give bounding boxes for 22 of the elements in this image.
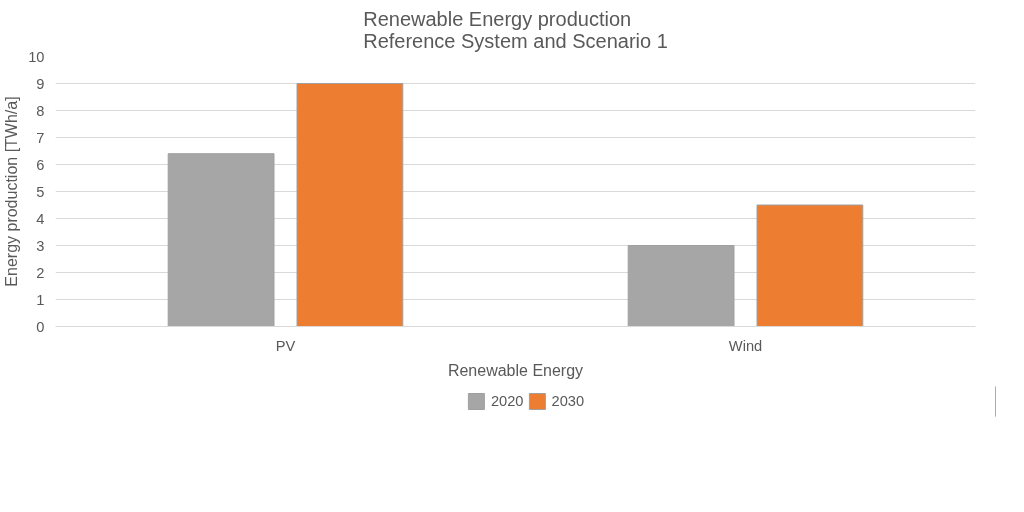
legend-label: 2020 bbox=[490, 393, 524, 409]
bar bbox=[627, 245, 735, 327]
bar bbox=[167, 153, 275, 327]
y-tick-label: 4 bbox=[36, 210, 45, 227]
y-tick-label: 3 bbox=[36, 237, 45, 254]
chart-title: Renewable Energy production Reference System and Scenario 1 bbox=[363, 7, 668, 52]
x-tick-label: PV bbox=[275, 337, 296, 354]
y-tick-label: 1 bbox=[36, 291, 45, 308]
y-tick-label: 9 bbox=[36, 75, 45, 92]
y-tick-label: 10 bbox=[28, 48, 45, 65]
y-tick-label: 5 bbox=[36, 183, 45, 200]
y-tick-label: 0 bbox=[36, 318, 45, 335]
y-axis-title: Energy production [TWh/a] bbox=[3, 96, 21, 287]
y-tick-label: 8 bbox=[36, 102, 45, 119]
bar bbox=[296, 83, 404, 327]
bar bbox=[756, 204, 864, 327]
x-tick-label: Wind bbox=[728, 337, 763, 354]
x-axis-title: Renewable Energy bbox=[447, 361, 584, 379]
legend-label: 2030 bbox=[551, 393, 585, 409]
y-tick-label: 2 bbox=[36, 264, 45, 281]
y-tick-label: 7 bbox=[36, 129, 45, 146]
y-tick-label: 6 bbox=[36, 156, 45, 173]
